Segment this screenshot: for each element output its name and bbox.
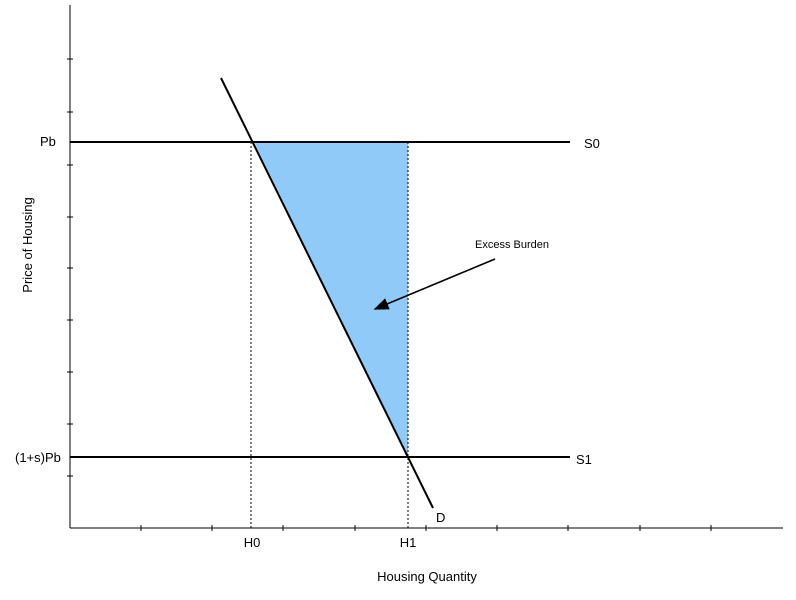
quantity-label-h0: H0: [244, 535, 261, 550]
excess-burden-arrow: [373, 258, 496, 310]
excess-burden-label: Excess Burden: [475, 239, 549, 251]
supply-label-s0: S0: [584, 136, 600, 151]
demand-label: D: [436, 510, 445, 525]
y-axis-label: Price of Housing: [20, 197, 35, 292]
price-label-lower: (1+s)Pb: [15, 450, 61, 465]
supply-label-s1: S1: [576, 452, 592, 467]
price-label-upper: Pb: [40, 134, 56, 149]
demand-line: [220, 77, 434, 509]
quantity-label-h1: H1: [400, 535, 417, 550]
x-axis-ticks: [140, 525, 712, 531]
y-axis-ticks: [67, 58, 73, 477]
x-axis-label: Housing Quantity: [377, 569, 477, 584]
